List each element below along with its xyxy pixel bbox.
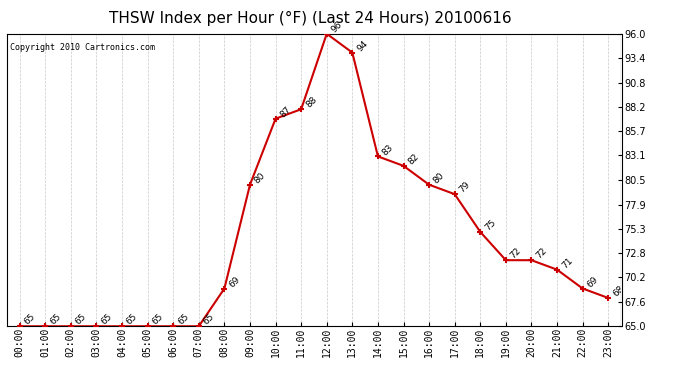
Text: 80: 80 — [432, 171, 446, 185]
Text: 65: 65 — [99, 312, 114, 327]
Text: 88: 88 — [304, 95, 318, 110]
Text: 69: 69 — [585, 274, 600, 289]
Text: 65: 65 — [176, 312, 190, 327]
Text: 65: 65 — [48, 312, 63, 327]
Text: 68: 68 — [611, 284, 625, 298]
Text: 72: 72 — [509, 246, 523, 261]
Text: 82: 82 — [406, 152, 421, 166]
Text: Copyright 2010 Cartronics.com: Copyright 2010 Cartronics.com — [10, 42, 155, 51]
Text: 87: 87 — [278, 105, 293, 119]
Text: THSW Index per Hour (°F) (Last 24 Hours) 20100616: THSW Index per Hour (°F) (Last 24 Hours)… — [109, 11, 512, 26]
Text: 75: 75 — [483, 218, 497, 232]
Text: 65: 65 — [201, 312, 216, 327]
Text: 83: 83 — [381, 142, 395, 157]
Text: 71: 71 — [560, 256, 574, 270]
Text: 65: 65 — [125, 312, 139, 327]
Text: 69: 69 — [227, 274, 242, 289]
Text: 65: 65 — [74, 312, 88, 327]
Text: 65: 65 — [150, 312, 165, 327]
Text: 65: 65 — [23, 312, 37, 327]
Text: 94: 94 — [355, 39, 370, 53]
Text: 96: 96 — [330, 20, 344, 34]
Text: 72: 72 — [534, 246, 549, 261]
Text: 80: 80 — [253, 171, 267, 185]
Text: 79: 79 — [457, 180, 472, 195]
